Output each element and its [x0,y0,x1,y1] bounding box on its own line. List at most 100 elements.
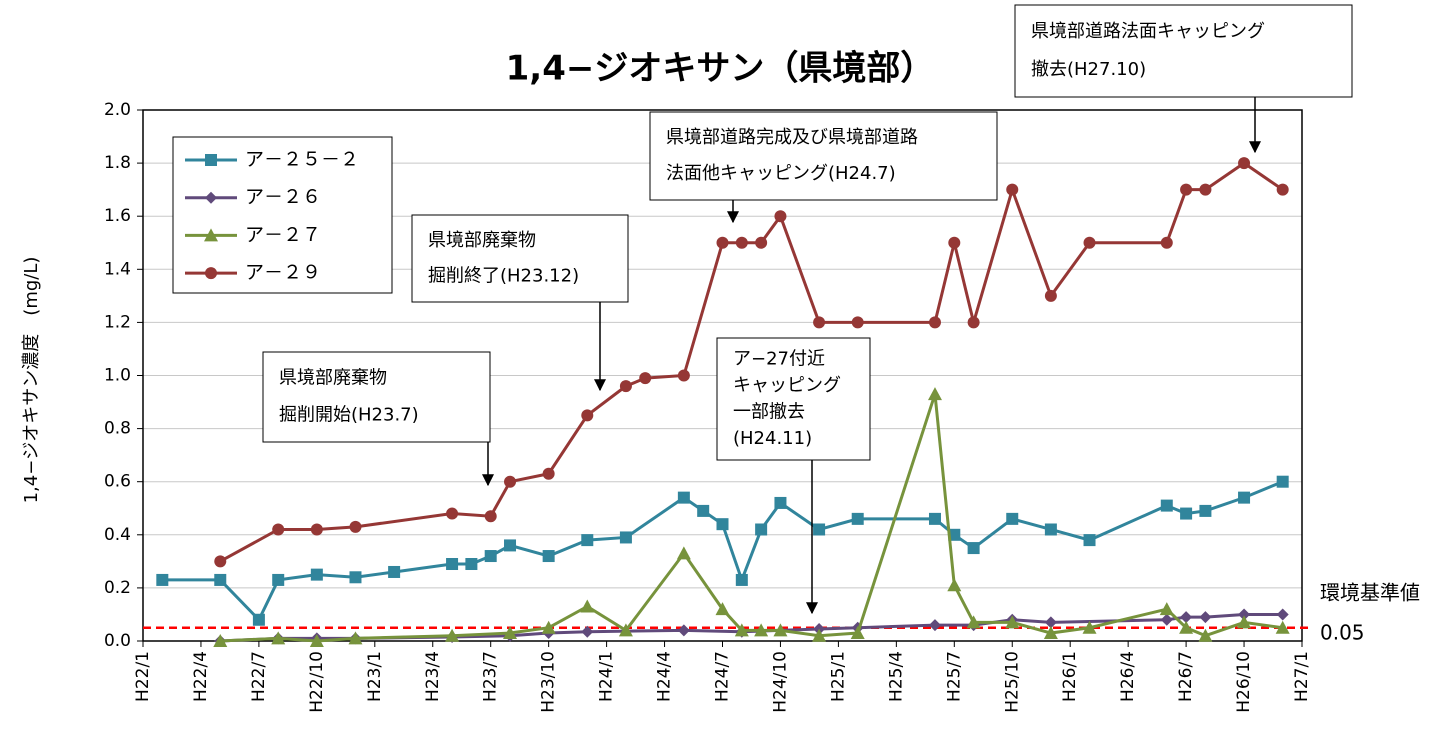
marker [272,573,285,586]
legend: ア－２５－２ ア－２６ ア－２７ ア－２９ [172,136,393,294]
marker [967,316,980,329]
marker [755,523,768,536]
annotation-text: 一部撤去 [733,401,805,422]
marker [927,387,942,401]
series-line [162,480,1284,623]
marker [716,236,729,249]
marker [812,628,827,642]
plot-frame [142,109,1303,642]
marker [773,623,788,637]
y-tick-label: 0.8 [104,419,131,439]
x-tick-label: H25/1 [828,651,848,702]
x-tick-label: H25/4 [886,651,906,702]
marker [1043,626,1058,640]
marker [677,369,690,382]
marker [205,267,217,280]
annotation-text: 撤去(H27.10) [1031,59,1146,80]
annotation-box [1014,4,1353,98]
annotation-text: 掘削開始(H23.7) [279,405,419,426]
reference-value: 0.05 [1320,621,1365,645]
marker [1238,608,1251,621]
marker [715,602,730,616]
marker [1082,620,1097,634]
reference-label: 環境基準値 [1320,581,1420,605]
annotation-text: キャッピング [733,375,841,396]
marker [697,504,710,517]
annotation-text: ア−27付近 [733,348,825,369]
marker [204,228,218,242]
marker [388,565,401,578]
marker [928,619,941,632]
x-tick-label: H23/10 [539,651,559,713]
marker [967,542,980,555]
marker [504,475,517,488]
x-tick-label: H26/7 [1176,651,1196,702]
marker [1238,491,1251,504]
annotation-box [649,111,998,201]
marker [734,623,749,637]
marker [465,558,478,571]
marker [205,154,217,166]
marker [947,578,962,592]
marker [1180,611,1193,624]
marker [851,316,864,329]
x-tick-label: H24/7 [713,651,733,702]
x-tick-label: H25/7 [944,651,964,702]
x-tick-label: H26/1 [1060,651,1080,702]
marker [1159,602,1174,616]
x-tick-label: H23/1 [365,651,385,702]
marker [580,599,595,613]
marker [1276,183,1289,196]
legend-label: ア－２９ [245,262,321,284]
marker [213,634,228,647]
x-tick-label: H22/4 [191,651,211,702]
marker [1160,236,1173,249]
y-tick-label: 1.2 [104,312,131,332]
marker [735,573,748,586]
marker [542,550,555,563]
marker [677,624,690,637]
x-tick-label: H23/7 [481,651,501,702]
marker [850,626,865,640]
marker [1160,613,1173,626]
marker [618,623,633,637]
annotation-text: 県境部廃棄物 [279,368,387,389]
marker [1006,512,1019,525]
x-tick-label: H22/1 [133,651,153,702]
y-tick-label: 0.6 [104,472,131,492]
marker [581,534,594,547]
marker [252,613,265,626]
marker [581,625,594,638]
marker [503,626,518,640]
marker [484,550,497,563]
marker [214,555,227,568]
marker [716,518,729,531]
x-tick-label: H27/1 [1292,651,1312,702]
y-tick-label: 0.2 [104,578,131,598]
marker [541,620,556,634]
marker [309,634,324,647]
marker [754,623,769,637]
marker [1180,183,1193,196]
marker [1044,616,1057,629]
x-tick-label: H24/10 [770,651,790,713]
marker [271,631,286,645]
marker [966,615,981,629]
marker [813,523,826,536]
annotation-text: 県境部道路完成及び県境部道路 [666,127,918,148]
annotation-text: 県境部道路法面キャッピング [1031,21,1265,42]
annotation-text: (H24.11) [733,428,812,449]
marker [214,573,227,586]
marker [272,523,285,536]
marker [581,409,594,422]
marker [542,467,555,480]
marker [1199,611,1212,624]
marker [310,523,323,536]
marker [1276,608,1289,621]
marker [851,512,864,525]
